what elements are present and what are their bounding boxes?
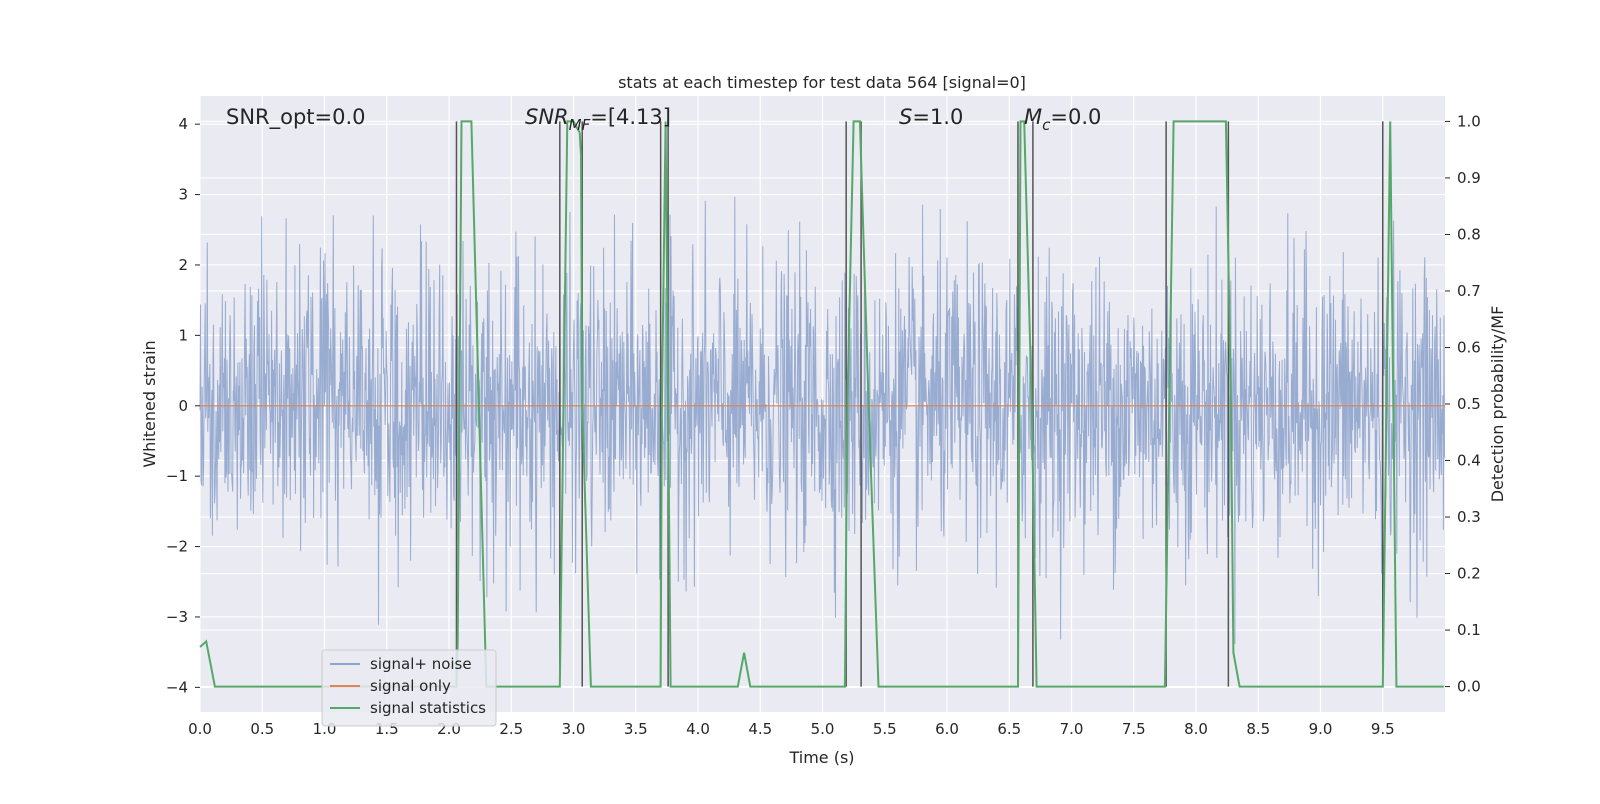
chart-legend: signal+ noise signal only signal statist…: [321, 649, 497, 727]
x-axis-label: Time (s): [788, 748, 854, 767]
annotation-snr-mf-sub: MF: [569, 116, 591, 134]
annotation-snr-opt: SNR_opt=0.0: [226, 105, 366, 130]
x-tick-label-1: 0.5: [250, 720, 274, 738]
x-tick-label-8: 4.0: [686, 720, 710, 738]
y2-tick-label-8: 0.2: [1457, 565, 1481, 583]
chart-title: stats at each timestep for test data 564…: [618, 73, 1026, 92]
y-tick-label-1: 3: [178, 186, 188, 204]
x-tick-label-11: 5.5: [873, 720, 897, 738]
legend-label-signal-statistics: signal statistics: [370, 699, 486, 717]
annotation-snr-mf-main: SNR: [525, 105, 569, 129]
x-tick-label-17: 8.5: [1246, 720, 1270, 738]
y2-tick-label-9: 0.1: [1457, 621, 1481, 639]
y2-tick-label-5: 0.5: [1457, 395, 1481, 413]
annotation-s-tail: =1.0: [912, 105, 963, 129]
x-tick-label-16: 8.0: [1184, 720, 1208, 738]
y-tick-label-6: −2: [166, 538, 188, 556]
annotation-snr-mf: SNRMF=[4.13]: [525, 105, 671, 134]
y2-tick-label-7: 0.3: [1457, 508, 1481, 526]
annotation-mc-sub: c: [1042, 116, 1051, 134]
x-tick-label-6: 3.0: [562, 720, 586, 738]
x-tick-label-13: 6.5: [997, 720, 1021, 738]
y2-tick-label-3: 0.7: [1457, 282, 1481, 300]
y2-tick-label-6: 0.4: [1457, 452, 1481, 470]
y2-tick-label-1: 0.9: [1457, 169, 1481, 187]
x-tick-label-15: 7.5: [1122, 720, 1146, 738]
x-tick-label-19: 9.5: [1371, 720, 1395, 738]
series-signal-noise: [199, 196, 1446, 644]
y-tick-label-8: −4: [166, 678, 188, 696]
y-tick-label-0: 4: [178, 115, 188, 133]
y2-tick-label-2: 0.8: [1457, 225, 1481, 243]
y2-axis-label: Detection probability/MF: [1488, 306, 1507, 503]
x-tick-label-10: 5.0: [811, 720, 835, 738]
annotation-mc-tail: =0.0: [1050, 105, 1101, 129]
annotation-mc-main: M: [1024, 105, 1042, 129]
y-tick-label-5: −1: [166, 467, 188, 485]
y-tick-label-2: 2: [178, 256, 188, 274]
x-tick-label-5: 2.5: [499, 720, 523, 738]
x-tick-label-9: 4.5: [748, 720, 772, 738]
series-signal-statistics-line: [199, 120, 1444, 688]
x-tick-label-7: 3.5: [624, 720, 648, 738]
x-tick-label-12: 6.0: [935, 720, 959, 738]
annotation-s-main: S: [899, 105, 912, 129]
y2-tick-label-10: 0.0: [1457, 678, 1481, 696]
y-tick-label-7: −3: [166, 608, 188, 626]
x-tick-label-14: 7.0: [1060, 720, 1084, 738]
y2-tick-label-0: 1.0: [1457, 112, 1481, 130]
signal-noise-trace: [199, 196, 1446, 644]
x-tick-label-0: 0.0: [188, 720, 212, 738]
legend-label-signal-noise: signal+ noise: [370, 655, 472, 673]
y-axis-label: Whitened strain: [140, 340, 159, 467]
y2-tick-label-4: 0.6: [1457, 338, 1481, 356]
x-tick-labels: 0.0 0.5 1.0 1.5 2.0 2.5 3.0 3.5 4.0 4.5 5.0 5.5 6.0 6…: [188, 720, 1395, 738]
annotation-snr-mf-tail: =[4.13]: [590, 105, 671, 129]
y-tick-labels: 4 3 2 1 0 −1 −2 −3 −4: [166, 115, 200, 696]
y2-tick-labels: 1.0 0.9 0.8 0.7 0.6 0.5 0.4 0.3 0.2 0.1 0.0: [1445, 112, 1481, 696]
legend-label-signal-only: signal only: [370, 677, 451, 695]
annotation-s-stat: S=1.0: [899, 105, 963, 129]
x-tick-label-18: 9.0: [1309, 720, 1333, 738]
y-tick-label-3: 1: [178, 326, 188, 344]
annotation-mc: Mc=0.0: [1024, 105, 1101, 134]
legend-box: [321, 649, 497, 727]
y-tick-label-4: 0: [178, 397, 188, 415]
